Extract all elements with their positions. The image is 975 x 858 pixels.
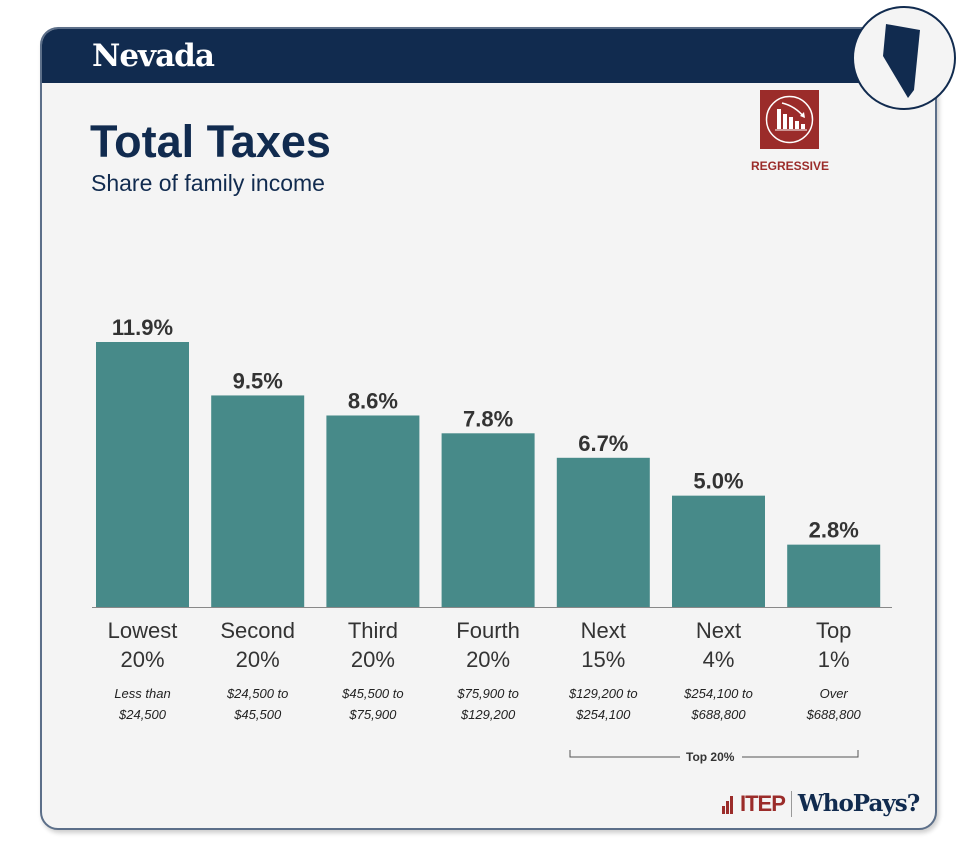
income-range-line: $75,900 to [457, 686, 519, 701]
itep-whopays-logo: ITEP WhoPays? [722, 790, 920, 817]
category-line: 4% [702, 647, 735, 672]
category-label: Next 4% [661, 616, 776, 674]
category-line: Top [815, 618, 852, 643]
category-line: Fourth [456, 618, 520, 643]
category-line: Third [347, 618, 398, 643]
bar-6 [787, 544, 881, 607]
income-range-line: $254,100 to [684, 686, 753, 701]
state-map-badge [852, 6, 956, 110]
category-line: Lowest [107, 618, 178, 643]
income-range-line: $254,100 [576, 707, 631, 722]
income-range: $254,100 to $688,800 [661, 683, 776, 725]
category-line: Second [220, 618, 295, 643]
income-range: $75,900 to $129,200 [431, 683, 546, 725]
bar-0 [96, 342, 189, 607]
income-range-line: $24,500 to [226, 686, 289, 701]
chart-card: Nevada [40, 27, 937, 830]
category-line: 20% [120, 647, 165, 672]
category-line: 20% [235, 647, 280, 672]
state-name: Nevada [92, 38, 215, 74]
income-range-line: $45,500 to [342, 686, 404, 701]
bar-3 [441, 433, 535, 607]
category-label: Next 15% [546, 616, 661, 674]
regressive-label: REGRESSIVE [750, 159, 830, 173]
data-label: 8.6% [348, 388, 398, 413]
income-range: $24,500 to $45,500 [200, 683, 315, 725]
income-range: Over $688,800 [776, 683, 891, 725]
income-range-line: $129,200 [460, 707, 516, 722]
income-range-line: $45,500 [234, 707, 282, 722]
bar-2 [326, 415, 420, 607]
whopays-logo: WhoPays? [797, 790, 920, 817]
category-label: Second 20% [200, 616, 315, 674]
header-band: Nevada [42, 29, 935, 83]
data-label: 2.8% [809, 518, 859, 543]
chart-subtitle: Share of family income [91, 170, 325, 196]
data-label: 11.9% [112, 315, 173, 340]
data-label: 6.7% [578, 431, 628, 456]
category-label: Top 1% [776, 616, 891, 674]
category-line: Next [580, 618, 626, 643]
bar-1 [211, 395, 305, 607]
regressive-chart-icon [760, 90, 819, 149]
category-label: Fourth 20% [431, 616, 546, 674]
bar-4 [556, 457, 650, 607]
category-label: Lowest 20% [85, 616, 200, 674]
income-range: Less than $24,500 [85, 683, 200, 725]
nevada-map-icon [883, 24, 920, 98]
data-label: 5.0% [693, 469, 743, 494]
bar-5 [672, 495, 765, 607]
income-range-line: $75,900 [349, 707, 397, 722]
income-range: $129,200 to $254,100 [546, 683, 661, 725]
income-range: $45,500 to $75,900 [315, 683, 430, 725]
income-range-line: Less than [114, 686, 171, 701]
income-range-line: $129,200 to [568, 686, 638, 701]
category-line: Next [695, 618, 742, 643]
category-line: 15% [581, 647, 626, 672]
itep-bars-icon [722, 795, 733, 814]
chart-title: Total Taxes [90, 116, 331, 167]
data-label: 9.5% [233, 368, 283, 393]
data-label: 7.8% [463, 406, 513, 431]
category-line: 20% [466, 647, 511, 672]
income-range-line: $688,800 [691, 707, 746, 722]
logo-divider [790, 790, 792, 817]
category-label: Third 20% [315, 616, 430, 674]
income-range-line: $24,500 [119, 707, 166, 722]
top20-label: Top 20% [686, 750, 735, 764]
income-range-line: $688,800 [806, 707, 861, 722]
category-line: 1% [817, 647, 850, 672]
income-range-line: Over [819, 686, 848, 701]
itep-logo: ITEP [740, 790, 786, 816]
category-line: 20% [350, 647, 395, 672]
